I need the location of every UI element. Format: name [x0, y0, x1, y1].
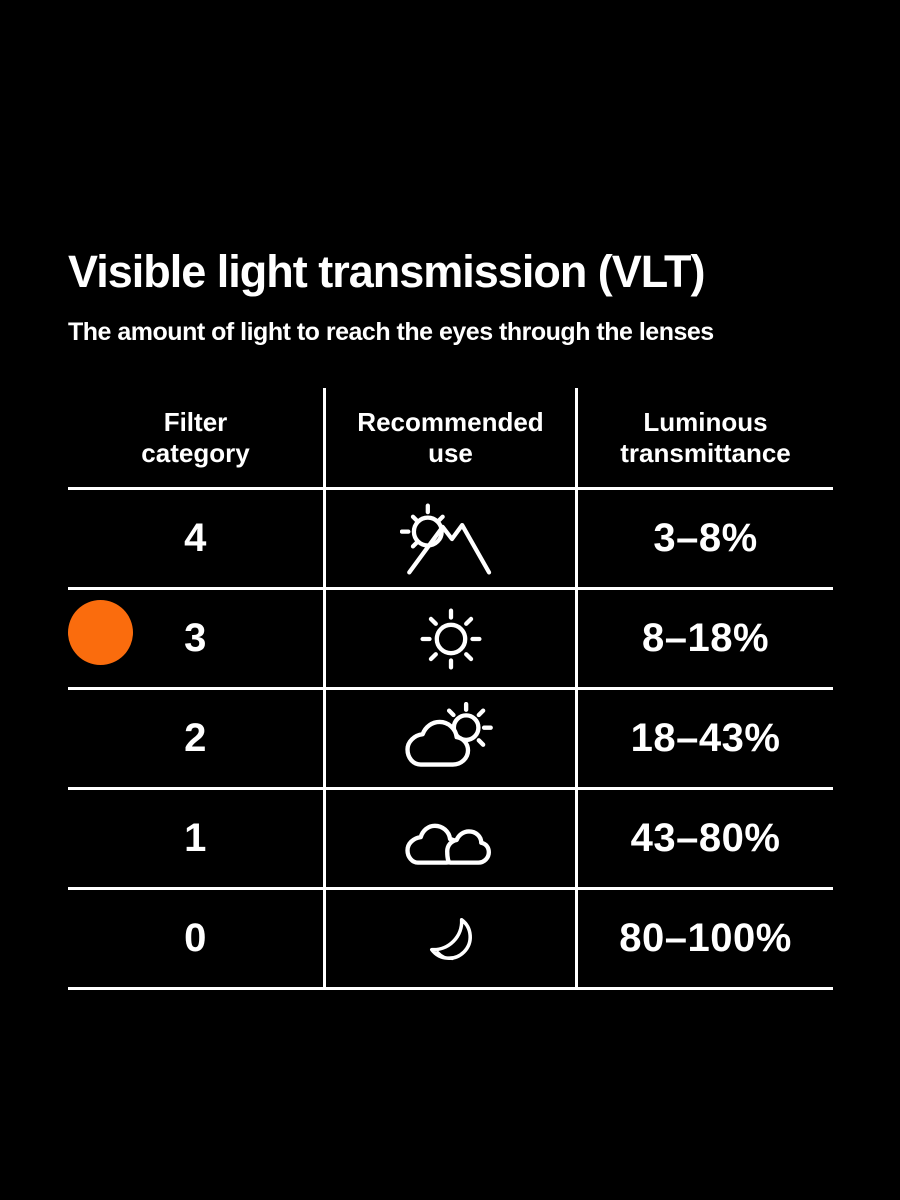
recommended-use-cell [323, 590, 578, 687]
column-header-filter-category: Filter category [68, 388, 323, 487]
table-row: 0 80–100% [68, 887, 833, 987]
column-header-luminous-transmittance: Luminous transmittance [578, 388, 833, 487]
vlt-table: Filter category Recommended use Luminous… [68, 388, 833, 990]
sun-behind-cloud-icon [399, 701, 503, 776]
sun-behind-mountains-icon [399, 498, 502, 580]
sun-icon [408, 596, 494, 682]
table-row: 3 8–18% [68, 587, 833, 687]
luminous-transmittance-value: 18–43% [630, 716, 781, 760]
luminous-transmittance-value: 8–18% [641, 616, 770, 660]
luminous-transmittance-value: 3–8% [653, 516, 758, 560]
filter-category-value: 1 [184, 816, 207, 860]
page-subtitle: The amount of light to reach the eyes th… [68, 318, 714, 346]
recommended-use-cell [323, 790, 578, 887]
table-row: 4 3–8% [68, 487, 833, 587]
recommended-use-cell [323, 890, 578, 987]
recommended-use-cell [323, 690, 578, 787]
filter-category-value: 2 [184, 716, 207, 760]
filter-category-value: 0 [184, 916, 207, 960]
filter-category-value: 3 [184, 616, 207, 660]
selected-category-marker [68, 600, 133, 665]
header-line: Luminous [643, 406, 768, 437]
luminous-transmittance-value: 80–100% [619, 916, 792, 960]
table-row: 2 18–43% [68, 687, 833, 787]
column-header-recommended-use: Recommended use [323, 388, 578, 487]
header-line: category [141, 437, 250, 468]
table-row: 1 43–80% [68, 787, 833, 887]
header-line: Filter [163, 406, 228, 437]
header-line: Recommended [357, 406, 544, 437]
header-line: transmittance [620, 437, 791, 468]
table-header: Filter category Recommended use Luminous… [68, 388, 833, 487]
page-title: Visible light transmission (VLT) [68, 246, 705, 298]
table-body: 4 3–8% 3 8–18% 2 18–43% 1 43–80% 0 80–100% [68, 487, 833, 990]
filter-category-value: 4 [184, 516, 207, 560]
moon-icon [419, 907, 483, 971]
recommended-use-cell [323, 490, 578, 587]
luminous-transmittance-value: 43–80% [630, 816, 781, 860]
clouds-icon [399, 802, 503, 876]
header-line: use [428, 437, 473, 468]
